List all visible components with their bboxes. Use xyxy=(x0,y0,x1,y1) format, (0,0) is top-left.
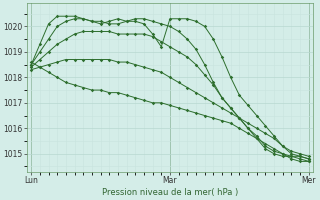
X-axis label: Pression niveau de la mer( hPa ): Pression niveau de la mer( hPa ) xyxy=(102,188,238,197)
